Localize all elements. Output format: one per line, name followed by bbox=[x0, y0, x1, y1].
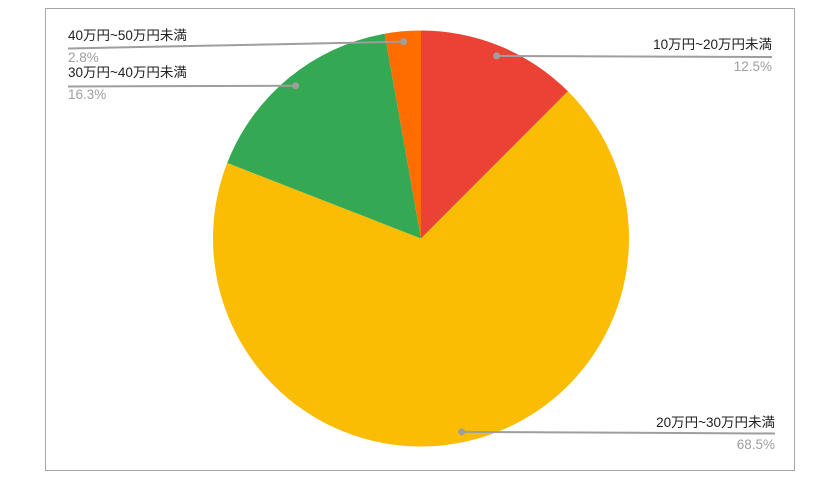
leader-line-3 bbox=[67, 40, 404, 50]
pie-slice-0[interactable] bbox=[421, 30, 568, 239]
pie-slice-percent: 2.8% bbox=[68, 50, 99, 65]
callout-30-40: 30万円~40万円未満 16.3% bbox=[68, 64, 187, 103]
leader-line-1 bbox=[461, 430, 776, 435]
pie-slice-label: 20万円~30万円未満 bbox=[656, 415, 775, 430]
pie-slice-percent: 12.5% bbox=[733, 59, 772, 74]
leader-line-0 bbox=[496, 54, 773, 58]
leader-dot-0 bbox=[493, 52, 501, 60]
pie-slice-label: 10万円~20万円未満 bbox=[653, 37, 772, 52]
leader-line-2 bbox=[67, 84, 296, 88]
callout-40-50: 40万円~50万円未満 2.8% bbox=[68, 27, 187, 66]
pie-slice-percent: 68.5% bbox=[736, 437, 775, 452]
pie-slice-3[interactable] bbox=[384, 30, 421, 239]
pie-slice-1[interactable] bbox=[212, 91, 630, 447]
callout-20-30: 20万円~30万円未満 68.5% bbox=[656, 414, 775, 453]
pie-slice-label: 30万円~40万円未満 bbox=[68, 65, 187, 80]
pie-slice-label: 40万円~50万円未満 bbox=[68, 28, 187, 43]
leader-dot-3 bbox=[400, 38, 408, 46]
leader-dot-2 bbox=[292, 82, 300, 90]
leader-dot-1 bbox=[458, 428, 466, 436]
pie-slice-2[interactable] bbox=[227, 33, 421, 239]
pie-slice-percent: 16.3% bbox=[68, 87, 107, 102]
callout-10-20: 10万円~20万円未満 12.5% bbox=[653, 36, 772, 75]
